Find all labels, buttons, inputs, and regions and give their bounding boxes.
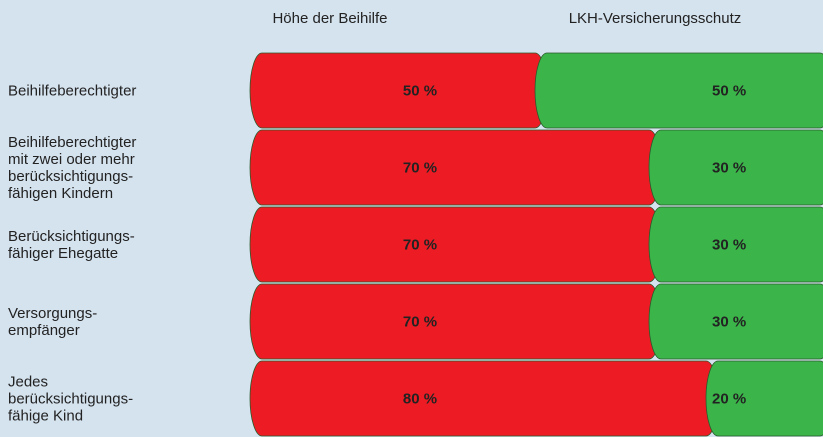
bar-segment	[534, 52, 823, 129]
value-label: 30 %	[712, 236, 746, 253]
value-label: 30 %	[712, 313, 746, 330]
bar-segment	[705, 360, 823, 437]
bar-segment	[648, 206, 823, 283]
value-label: 70 %	[403, 236, 437, 253]
bar-segment	[249, 52, 548, 129]
legend-label: LKH-Versicherungsschutz	[569, 10, 742, 27]
value-label: 70 %	[403, 159, 437, 176]
bar-segment	[249, 283, 662, 360]
bar-segment	[249, 129, 662, 206]
bar-segment	[648, 129, 823, 206]
bar-segment	[249, 206, 662, 283]
category-label: Beihilfeberechtigter	[8, 82, 137, 99]
category-label: Jedes berücksichtigungs- fähige Kind	[8, 373, 134, 424]
bar-segment	[648, 283, 823, 360]
category-label: Beihilfeberechtigter mit zwei oder mehr …	[8, 133, 137, 202]
category-label: Berücksichtigungs- fähiger Ehegatte	[8, 227, 135, 262]
bar-segment	[249, 360, 719, 437]
value-label: 20 %	[712, 390, 746, 407]
value-label: 30 %	[712, 159, 746, 176]
value-label: 80 %	[403, 390, 437, 407]
legend-label: Höhe der Beihilfe	[272, 10, 387, 27]
value-label: 50 %	[403, 82, 437, 99]
value-label: 70 %	[403, 313, 437, 330]
value-label: 50 %	[712, 82, 746, 99]
category-label: Versorgungs- empfänger	[8, 304, 98, 339]
